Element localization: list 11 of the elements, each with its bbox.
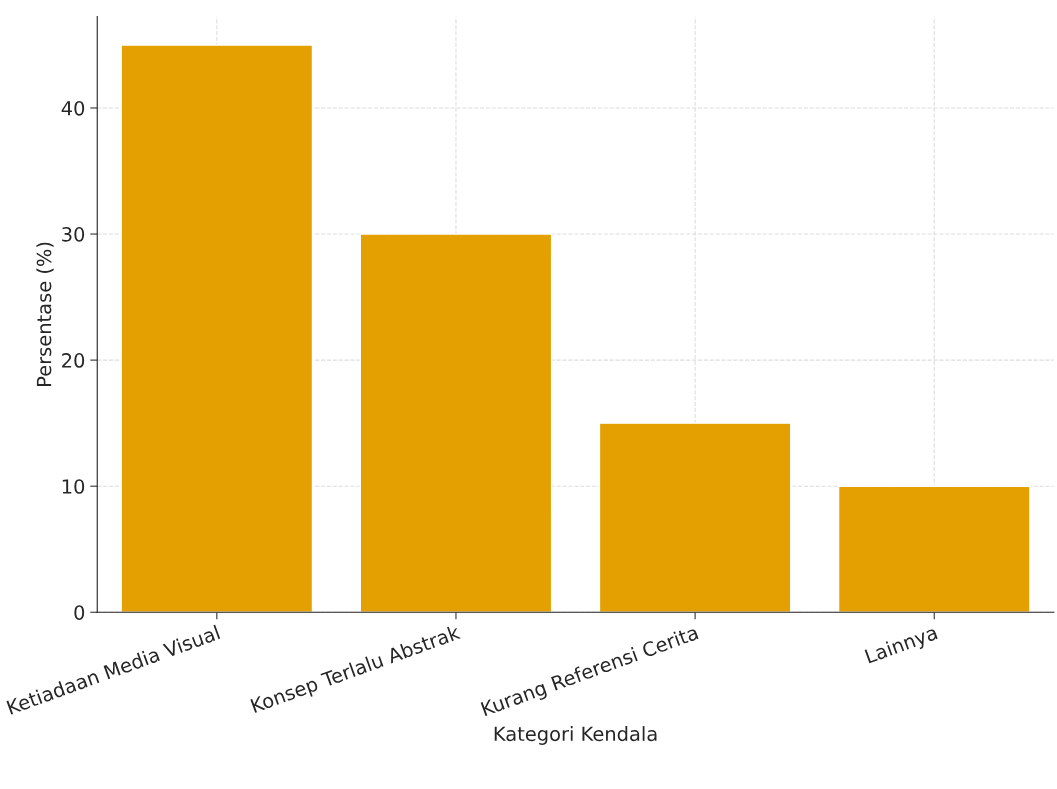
y-tick-label: 30 — [62, 227, 85, 242]
bar — [120, 44, 314, 613]
y-tick-label: 20 — [62, 353, 85, 368]
y-axis-title: Persentase (%) — [36, 242, 54, 386]
y-tick-label: 40 — [61, 100, 85, 116]
x-axis-title: Kategori Kendala — [494, 726, 657, 745]
bar — [598, 422, 792, 613]
bar — [359, 233, 553, 613]
bar — [837, 485, 1031, 613]
y-tick-label: 0 — [74, 605, 85, 620]
y-tick-label: 10 — [62, 479, 85, 494]
